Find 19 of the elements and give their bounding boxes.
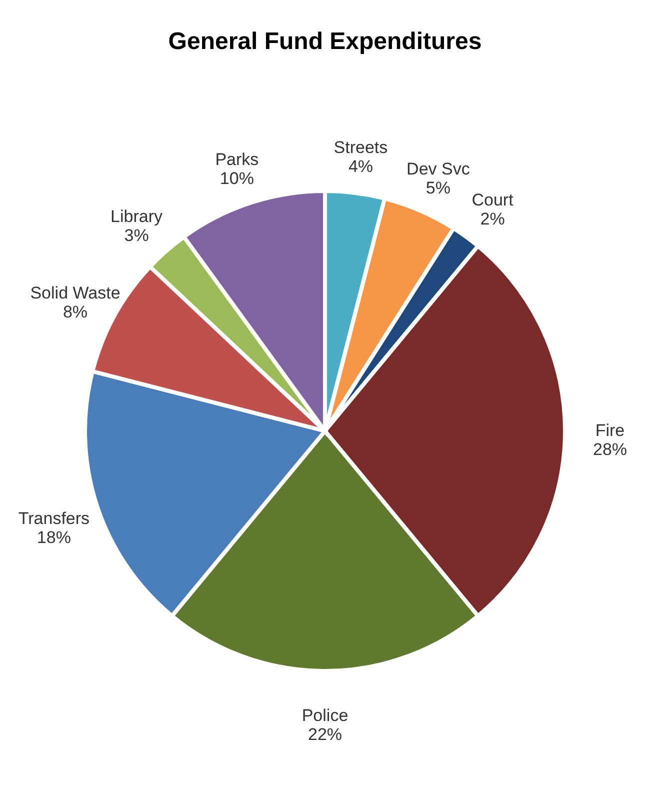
- data-label: 8%: [62, 302, 88, 322]
- slice-label: Solid Waste: [30, 284, 120, 303]
- data-label: 2%: [480, 209, 505, 228]
- chart-title: General Fund Expenditures: [168, 28, 482, 55]
- slice-label: Police: [302, 706, 348, 725]
- slice-label: Fire: [595, 421, 625, 440]
- data-label: 22%: [308, 725, 342, 744]
- data-label: 3%: [124, 226, 149, 246]
- data-label: 28%: [592, 440, 628, 459]
- slice-label: Streets: [334, 138, 388, 158]
- slice-label: Parks: [215, 150, 259, 169]
- data-label: 4%: [348, 157, 374, 176]
- slice-label: Transfers: [18, 509, 90, 528]
- data-label: 5%: [426, 178, 450, 198]
- slice-label: Court: [472, 190, 514, 210]
- data-label: 10%: [220, 168, 254, 188]
- slice-label: Dev Svc: [406, 159, 470, 178]
- data-label: 18%: [36, 528, 71, 548]
- slice-label: Library: [110, 207, 164, 226]
